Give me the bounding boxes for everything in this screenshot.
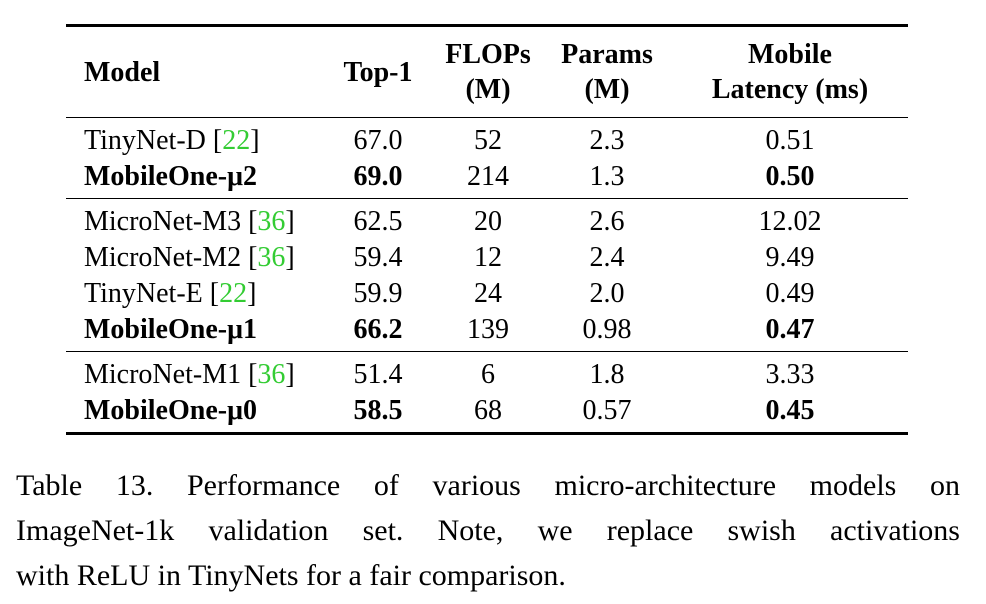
cell-params: 2.6 — [542, 198, 672, 240]
cell-model: MicroNet-M1 [36] — [66, 351, 322, 393]
citation-bracket-open: [ — [248, 359, 258, 390]
table-caption: Table 13. Performance of various micro-a… — [16, 463, 960, 598]
cell-params: 1.8 — [542, 351, 672, 393]
cell-top1: 67.0 — [353, 125, 403, 156]
cell-model: MobileOne-μ2 — [66, 159, 322, 199]
table-row: TinyNet-E [22] 59.9 24 2.0 0.49 — [66, 276, 908, 312]
cell-latency: 0.51 — [765, 125, 815, 156]
model-name: TinyNet-D — [84, 125, 213, 156]
cell-model: MobileOne-μ0 — [66, 393, 322, 435]
cell-top1: 58.5 — [322, 393, 434, 435]
cell-params: 0.98 — [582, 314, 632, 345]
cell-latency: 0.45 — [672, 393, 908, 435]
citation-link[interactable]: 22 — [222, 125, 251, 156]
citation-bracket-close: ] — [285, 242, 295, 273]
cell-top1: 69.0 — [353, 161, 403, 192]
citation-bracket-close: ] — [285, 206, 295, 237]
cell-model: MicroNet-M2 [36] — [66, 240, 322, 276]
table-row: MicroNet-M1 [36] 51.4 6 1.8 3.33 — [66, 351, 908, 393]
table-row: TinyNet-D [22] 67.0 52 2.3 0.51 — [66, 118, 908, 160]
cell-params: 2.3 — [589, 125, 625, 156]
header-top1: Top-1 — [322, 25, 434, 118]
cell-top1: 59.4 — [353, 242, 403, 273]
citation-bracket-open: [ — [209, 278, 220, 309]
cell-model: TinyNet-E [22] — [66, 276, 322, 312]
cell-top1: 62.5 — [322, 198, 434, 240]
table-row: MicroNet-M2 [36] 59.4 12 2.4 9.49 — [66, 240, 908, 276]
caption-line-2: ImageNet-1k validation set. Note, we rep… — [16, 514, 960, 547]
results-table: Model Top-1 FLOPs (M) Params (M) Mobile Lat… — [66, 24, 908, 435]
table-row: MicroNet-M3 [36] 62.5 20 2.6 12.02 — [66, 198, 908, 240]
header-latency: Mobile Latency (ms) — [672, 25, 908, 118]
cell-latency: 0.50 — [765, 161, 815, 192]
cell-model: MobileOne-μ1 — [66, 312, 322, 352]
citation-bracket-close: ] — [250, 125, 260, 156]
table-row: MobileOne-μ2 69.0 214 1.3 0.50 — [66, 159, 908, 199]
header-flops: FLOPs (M) — [434, 25, 542, 118]
table-row: MobileOne-μ1 66.2 139 0.98 0.47 — [66, 312, 908, 352]
citation-link[interactable]: 36 — [257, 359, 286, 390]
citation-bracket-close: ] — [247, 278, 257, 309]
cell-latency: 0.47 — [765, 314, 815, 345]
model-name: MicroNet-M2 — [84, 242, 249, 273]
caption-line-3: with ReLU in TinyNets for a fair compari… — [16, 559, 566, 592]
citation-link[interactable]: 36 — [257, 242, 286, 273]
header-params: Params (M) — [542, 25, 672, 118]
cell-params: 2.4 — [589, 242, 625, 273]
citation-bracket-close: ] — [285, 359, 295, 390]
model-name: MobileOne-μ0 — [84, 395, 257, 426]
cell-flops: 52 — [474, 125, 502, 156]
cell-model: MicroNet-M3 [36] — [66, 198, 322, 240]
citation-bracket-open: [ — [212, 125, 223, 156]
model-name: MobileOne-μ1 — [84, 314, 257, 345]
cell-latency: 0.49 — [765, 278, 815, 309]
model-name: TinyNet-E — [84, 278, 210, 309]
cell-params: 0.57 — [542, 393, 672, 435]
cell-params: 2.0 — [589, 278, 625, 309]
cell-flops: 20 — [434, 198, 542, 240]
cell-latency: 3.33 — [672, 351, 908, 393]
citation-link[interactable]: 36 — [257, 206, 286, 237]
results-table-container: Model Top-1 FLOPs (M) Params (M) Mobile Lat… — [66, 24, 908, 435]
citation-link[interactable]: 22 — [219, 278, 248, 309]
table-body: TinyNet-D [22] 67.0 52 2.3 0.51 MobileOne-μ2 6… — [66, 118, 908, 435]
model-name: MicroNet-M3 — [84, 206, 249, 237]
citation-bracket-open: [ — [248, 242, 258, 273]
cell-flops: 214 — [467, 161, 509, 192]
citation-bracket-open: [ — [248, 206, 258, 237]
cell-params: 1.3 — [589, 161, 625, 192]
cell-flops: 139 — [467, 314, 509, 345]
cell-top1: 51.4 — [322, 351, 434, 393]
cell-flops: 24 — [474, 278, 502, 309]
cell-flops: 12 — [474, 242, 502, 273]
cell-flops: 68 — [434, 393, 542, 435]
cell-flops: 6 — [434, 351, 542, 393]
cell-top1: 66.2 — [353, 314, 403, 345]
table-header-row: Model Top-1 FLOPs (M) Params (M) Mobile Lat… — [66, 25, 908, 118]
model-name: MicroNet-M1 — [84, 359, 249, 390]
cell-latency: 12.02 — [672, 198, 908, 240]
cell-top1: 59.9 — [353, 278, 403, 309]
header-model: Model — [66, 25, 322, 118]
cell-latency: 9.49 — [765, 242, 815, 273]
caption-line-1: Table 13. Performance of various micro-a… — [16, 469, 960, 502]
model-name: MobileOne-μ2 — [84, 161, 257, 192]
cell-model: TinyNet-D [22] — [66, 118, 322, 160]
table-row: MobileOne-μ0 58.5 68 0.57 0.45 — [66, 393, 908, 435]
